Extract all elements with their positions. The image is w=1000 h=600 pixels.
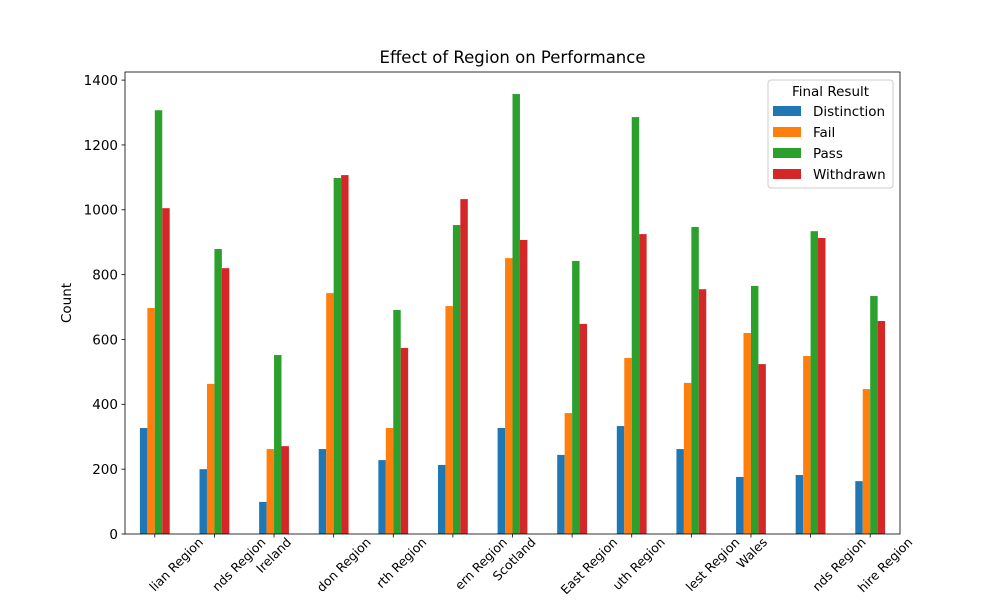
y-tick-label: 800 [92, 267, 118, 283]
bar-fail [862, 389, 871, 534]
bar-pass [810, 231, 819, 534]
bar-pass [512, 94, 520, 535]
bar-fail [683, 382, 692, 534]
y-tick-label: 1000 [84, 203, 118, 219]
bar-withdrawn [221, 268, 230, 534]
bar-fail [326, 293, 334, 534]
legend: Final Result Distinction Fail Pass Withd… [767, 79, 894, 189]
y-tick-label: 400 [92, 397, 118, 413]
y-tick-label: 1200 [84, 138, 118, 154]
y-tick-label: 200 [92, 462, 118, 478]
bar-withdrawn [698, 289, 707, 534]
legend-entry-pass: Pass [773, 146, 843, 162]
legend-entry-withdrawn: Withdrawn [773, 167, 886, 183]
bar-distinction [259, 501, 267, 534]
legend-label-distinction: Distinction [813, 104, 885, 120]
bar-fail [445, 306, 453, 534]
bar-distinction [437, 464, 446, 534]
bar-pass [214, 249, 222, 534]
legend-label-pass: Pass [813, 146, 843, 162]
legend-swatch-distinction [773, 106, 801, 116]
bar-distinction [676, 449, 684, 534]
bar-distinction [199, 469, 207, 534]
legend-entry-fail: Fail [773, 125, 835, 141]
bar-pass [333, 178, 342, 534]
bars-group [139, 94, 886, 535]
bar-fail [206, 383, 215, 534]
bar-withdrawn [341, 175, 349, 534]
y-tick-label: 0 [109, 527, 118, 543]
legend-label-fail: Fail [813, 125, 835, 141]
chart-title: Effect of Region on Performance [380, 48, 646, 67]
bar-distinction [318, 449, 327, 534]
bar-fail [803, 356, 811, 534]
bar-distinction [139, 427, 148, 534]
bar-fail [624, 357, 632, 534]
bar-withdrawn [639, 234, 647, 535]
bar-fail [385, 427, 394, 534]
y-axis: 0 200 400 600 800 1000 1200 1400 [84, 73, 125, 543]
bar-fail [564, 413, 573, 534]
bar-pass [750, 285, 759, 534]
legend-label-withdrawn: Withdrawn [813, 167, 886, 183]
bar-pass [274, 355, 282, 534]
bar-pass [870, 296, 878, 534]
bar-fail [266, 449, 275, 534]
bar-pass [393, 309, 401, 534]
bar-fail [505, 258, 513, 534]
y-tick-label: 600 [92, 332, 118, 348]
bar-withdrawn [519, 239, 528, 534]
legend-swatch-fail [773, 127, 801, 137]
y-axis-label: Count [59, 283, 75, 323]
bar-withdrawn [162, 208, 170, 535]
bar-pass [631, 117, 640, 534]
bar-distinction [616, 426, 625, 534]
bar-distinction [736, 476, 744, 534]
bar-withdrawn [579, 323, 588, 534]
bar-pass [452, 225, 461, 534]
y-tick-label: 1400 [84, 73, 118, 89]
bar-pass [154, 110, 163, 534]
bar-withdrawn [758, 364, 766, 534]
bar-withdrawn [400, 347, 409, 534]
bar-distinction [557, 454, 565, 534]
bar-distinction [378, 460, 386, 534]
legend-entry-distinction: Distinction [773, 104, 885, 120]
bar-withdrawn [460, 199, 468, 534]
bar-distinction [497, 427, 506, 534]
bar-fail [743, 332, 751, 534]
legend-swatch-withdrawn [773, 169, 801, 179]
bar-distinction [795, 474, 804, 534]
bar-withdrawn [818, 238, 826, 534]
legend-swatch-pass [773, 148, 801, 158]
legend-title: Final Result [792, 84, 869, 100]
bar-fail [147, 308, 155, 534]
bar-pass [691, 226, 699, 534]
bar-distinction [855, 481, 863, 534]
bar-withdrawn [281, 446, 289, 534]
bar-withdrawn [877, 320, 886, 534]
bar-pass [572, 261, 580, 534]
